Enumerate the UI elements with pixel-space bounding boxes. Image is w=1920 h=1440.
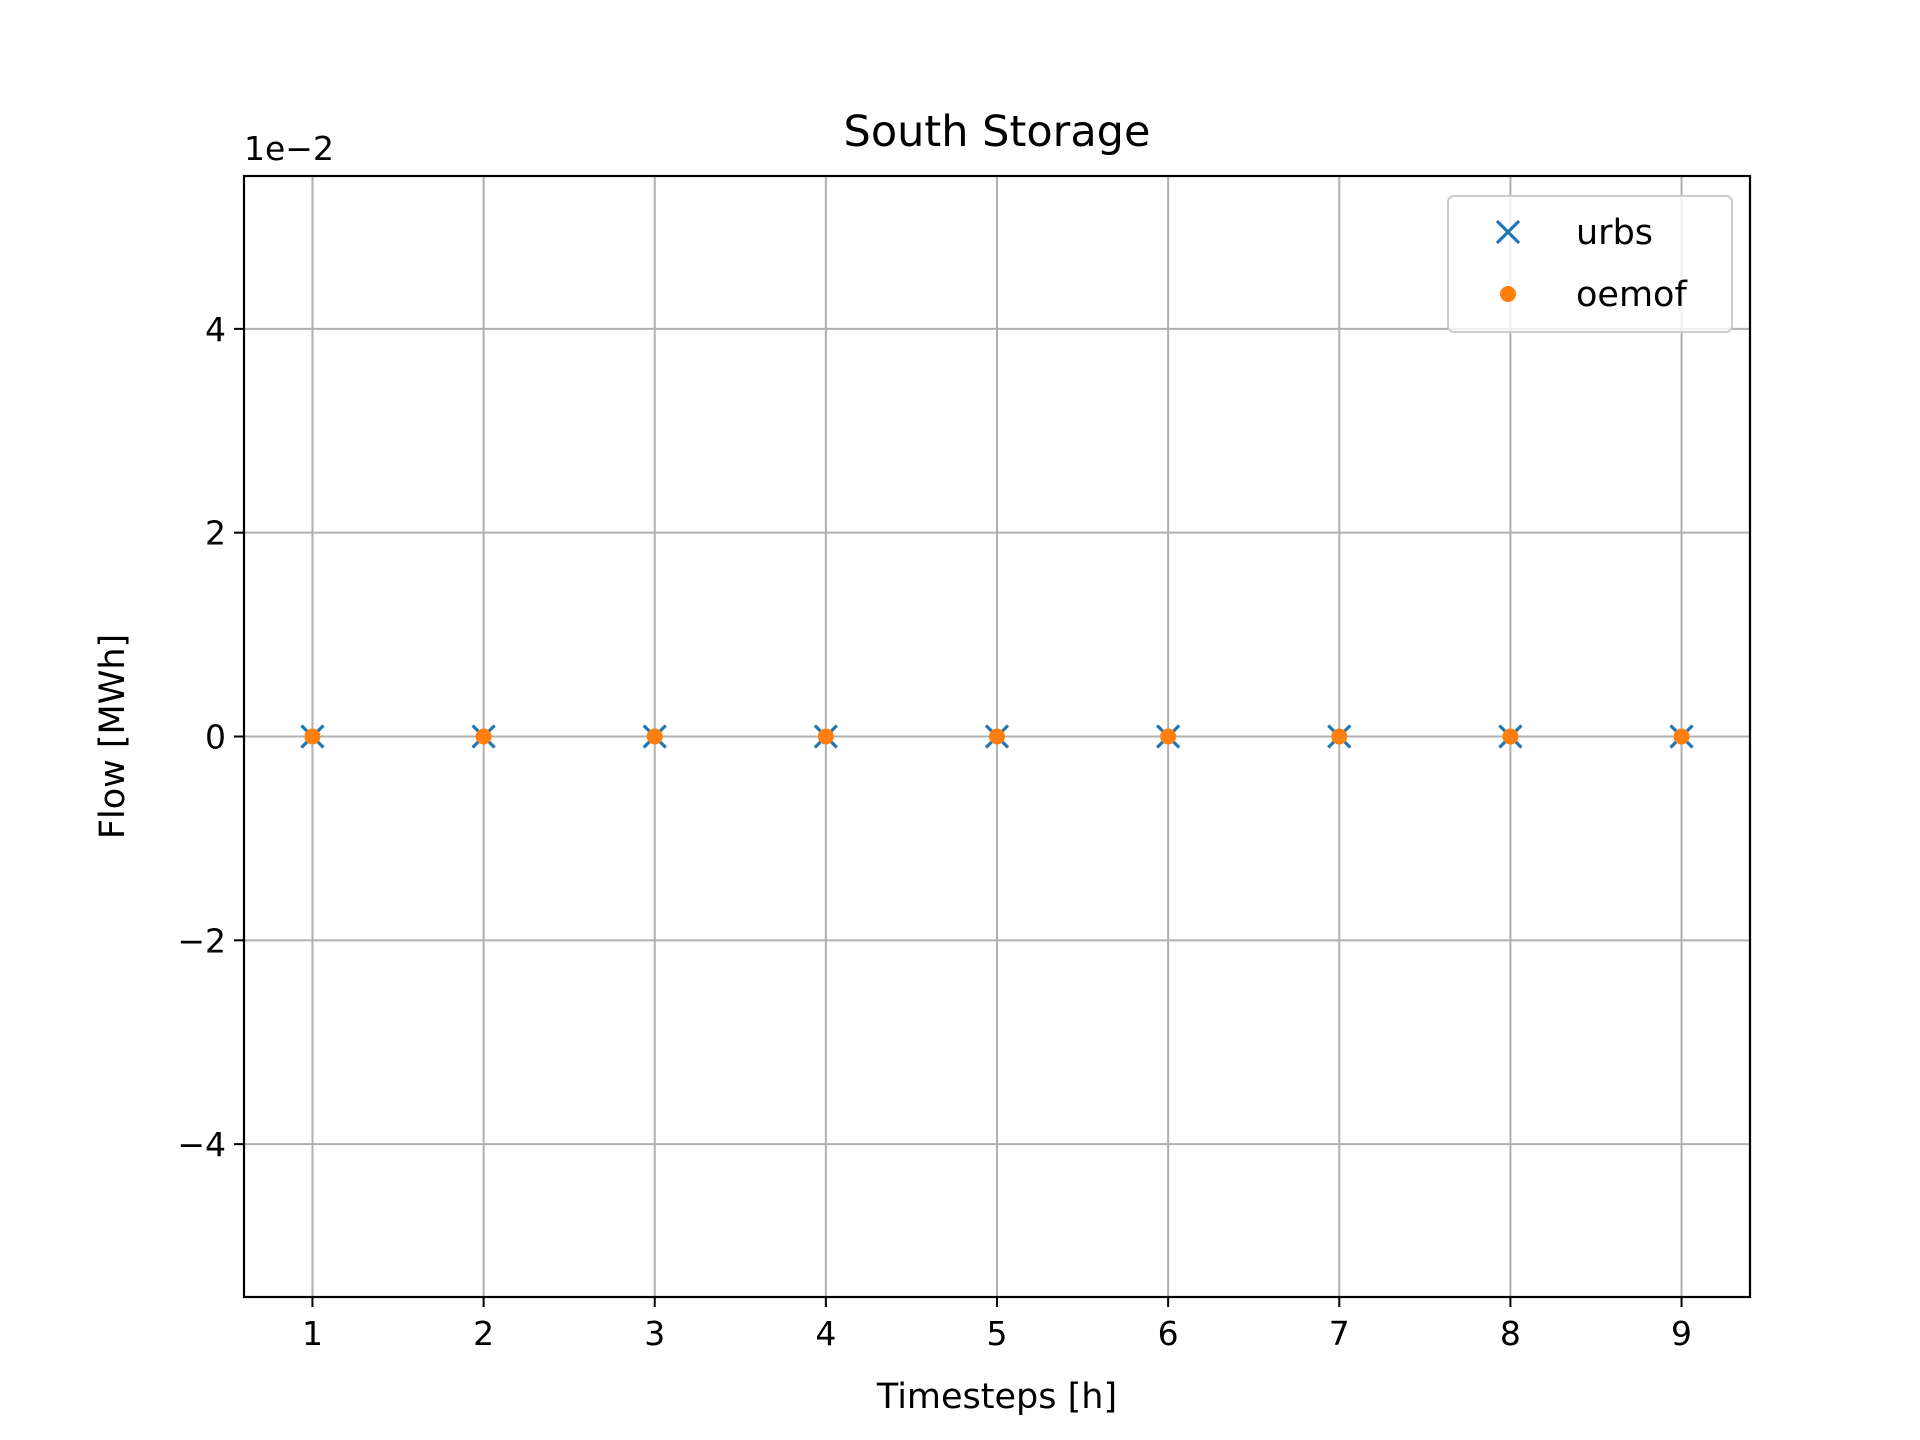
- x-tick-label: 2: [473, 1314, 494, 1353]
- point-oemof: [304, 728, 321, 745]
- y-tick-label: −2: [177, 921, 226, 960]
- x-marker-stroke: [1495, 219, 1521, 245]
- x-tick-label: 5: [987, 1314, 1008, 1353]
- point-oemof: [1331, 728, 1348, 745]
- x-tick-label: 4: [815, 1314, 836, 1353]
- data-marks: [300, 724, 1694, 749]
- legend-marker-urbs: [1495, 219, 1521, 245]
- x-tick-label: 8: [1500, 1314, 1521, 1353]
- y-tick-label: 2: [205, 514, 226, 553]
- y-tick-label: −4: [177, 1125, 226, 1164]
- point-oemof: [1160, 728, 1177, 745]
- point-oemof: [1502, 728, 1519, 745]
- y-tick-label: 4: [205, 310, 226, 349]
- point-oemof: [646, 728, 663, 745]
- y-axis-label: Flow [MWh]: [93, 634, 133, 839]
- x-tick-label: 3: [644, 1314, 665, 1353]
- y-tick-label: 0: [205, 718, 226, 757]
- x-tick-label: 1: [302, 1314, 323, 1353]
- legend: urbs oemof: [1447, 195, 1733, 333]
- point-oemof: [475, 728, 492, 745]
- x-tick-label: 9: [1671, 1314, 1692, 1353]
- legend-label-urbs: urbs: [1576, 213, 1653, 253]
- legend-box: [1447, 195, 1733, 333]
- point-oemof: [1673, 728, 1690, 745]
- y-offset-label: 1e−2: [244, 129, 334, 168]
- ticks: 1 2 3 4 5 6 7 8 9 −4 −2 0 2 4: [177, 310, 1692, 1353]
- legend-label-oemof: oemof: [1576, 275, 1687, 315]
- x-tick-label: 6: [1158, 1314, 1179, 1353]
- point-oemof: [817, 728, 834, 745]
- legend-marker-oemof: [1500, 286, 1516, 302]
- chart-title: South Storage: [844, 107, 1151, 157]
- point-oemof: [989, 728, 1005, 745]
- x-axis-label: Timesteps [h]: [876, 1377, 1117, 1417]
- series-oemof: [304, 728, 1690, 745]
- x-tick-label: 7: [1329, 1314, 1350, 1353]
